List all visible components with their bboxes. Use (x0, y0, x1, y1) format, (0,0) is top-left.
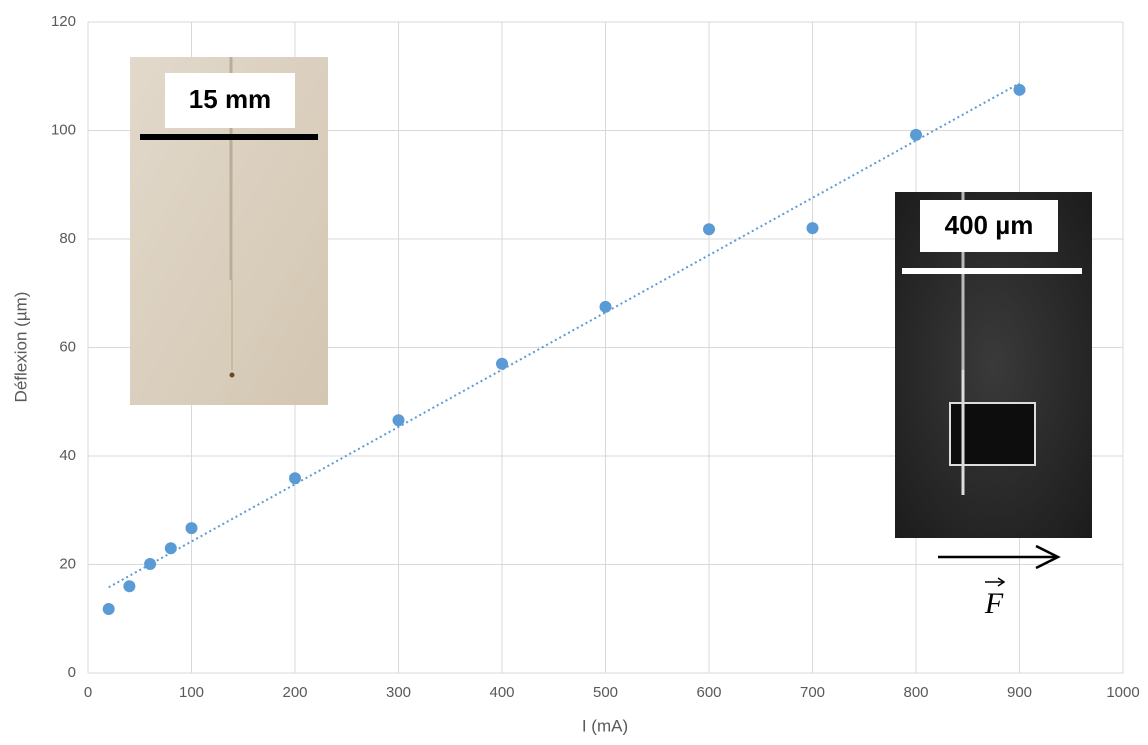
scale-bar (902, 268, 1082, 274)
scale-bar (140, 134, 318, 140)
x-tick-label: 600 (696, 684, 721, 701)
x-tick-label: 300 (386, 684, 411, 701)
scale-label: 400 µm (945, 210, 1034, 240)
data-point (392, 414, 405, 427)
y-tick-label: 60 (59, 338, 76, 355)
y-tick-label: 100 (51, 121, 76, 138)
y-tick-label: 20 (59, 555, 76, 572)
x-tick-label: 0 (84, 684, 92, 701)
x-tick-label: 700 (800, 684, 825, 701)
inset-photo: 15 mm (130, 57, 328, 405)
y-tick-label: 0 (68, 664, 76, 681)
x-tick-label: 800 (903, 684, 928, 701)
x-tick-label: 1000 (1106, 684, 1139, 701)
data-point (1013, 83, 1026, 96)
x-tick-label: 500 (593, 684, 618, 701)
label-box (920, 200, 1058, 252)
x-tick-label: 200 (282, 684, 307, 701)
x-tick-label: 400 (489, 684, 514, 701)
x-tick-label: 100 (179, 684, 204, 701)
data-point (164, 542, 177, 555)
data-point (144, 557, 157, 570)
scale-label: 15 mm (189, 84, 271, 114)
data-point (102, 602, 115, 615)
data-point (910, 128, 922, 141)
data-point (289, 472, 301, 485)
y-axis-title: Déflexion (µm) (11, 292, 30, 403)
ticks: 0 20 40 60 80 100 120 0 100 200 300 400 500 600 700 800… (51, 13, 1140, 701)
inset-micrograph: 400 µm (895, 192, 1092, 538)
label-box (165, 73, 295, 128)
force-label: F (984, 587, 1004, 620)
y-tick-label: 40 (59, 447, 76, 464)
marks (102, 82, 1026, 615)
data-point (703, 223, 715, 236)
y-tick-label: 80 (59, 230, 76, 247)
force-arrowhead (1035, 544, 1061, 570)
data-point (806, 222, 819, 235)
tip-dot (229, 372, 235, 378)
data-point (185, 522, 198, 535)
data-point (123, 580, 136, 593)
data-point (599, 300, 612, 313)
x-axis-title: I (mA) (582, 716, 628, 735)
y-tick-label: 120 (51, 13, 76, 30)
trendline (108, 82, 1020, 589)
data-point (496, 357, 508, 370)
vector-arrowhead (997, 577, 1006, 587)
x-tick-label: 900 (1007, 684, 1032, 701)
